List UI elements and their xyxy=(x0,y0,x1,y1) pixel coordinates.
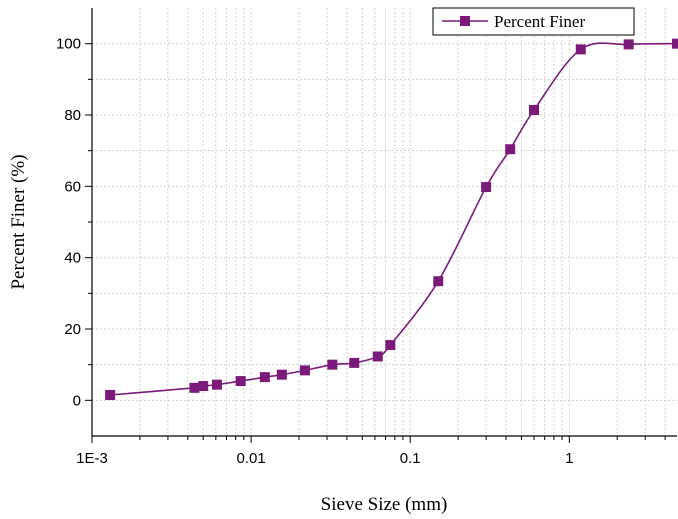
legend-label: Percent Finer xyxy=(494,12,585,31)
x-tick-label: 1E-3 xyxy=(76,450,108,467)
data-point-marker xyxy=(211,379,222,390)
x-tick-label: 0.01 xyxy=(237,450,266,467)
y-tick-label: 60 xyxy=(64,178,81,195)
data-point-marker xyxy=(505,144,516,155)
y-tick-label: 100 xyxy=(56,36,81,53)
data-point-marker xyxy=(385,340,396,351)
series-layer xyxy=(105,38,678,400)
data-point-marker xyxy=(481,182,492,193)
data-point-marker xyxy=(529,105,540,116)
y-tick-label: 80 xyxy=(64,107,81,124)
x-tick-label: 0.1 xyxy=(400,450,421,467)
y-tick-label: 0 xyxy=(73,392,81,409)
x-tick-label: 1 xyxy=(565,450,573,467)
x-axis-title: Sieve Size (mm) xyxy=(321,494,448,515)
data-point-marker xyxy=(327,359,338,370)
legend: Percent Finer xyxy=(432,7,635,36)
data-point-marker xyxy=(276,369,287,380)
y-axis-title: Percent Finer (%) xyxy=(8,154,29,289)
data-point-marker xyxy=(349,357,360,368)
data-point-marker xyxy=(299,365,310,376)
data-point-marker xyxy=(259,372,270,383)
data-point-marker xyxy=(672,38,678,49)
data-point-marker xyxy=(105,389,116,400)
data-point-marker xyxy=(235,376,246,387)
data-point-marker xyxy=(433,276,444,287)
axes: 1E-3 0.01 0.1 1 0 20 40 60 80 100 xyxy=(56,8,677,467)
data-point-marker xyxy=(189,382,200,393)
y-tick-label: 20 xyxy=(64,321,81,338)
data-point-marker xyxy=(623,39,634,50)
grid xyxy=(91,8,677,436)
data-point-marker xyxy=(372,351,383,362)
data-point-marker xyxy=(198,381,209,392)
y-tick-label: 40 xyxy=(64,250,81,267)
data-point-marker xyxy=(575,44,586,55)
legend-marker xyxy=(460,16,470,26)
